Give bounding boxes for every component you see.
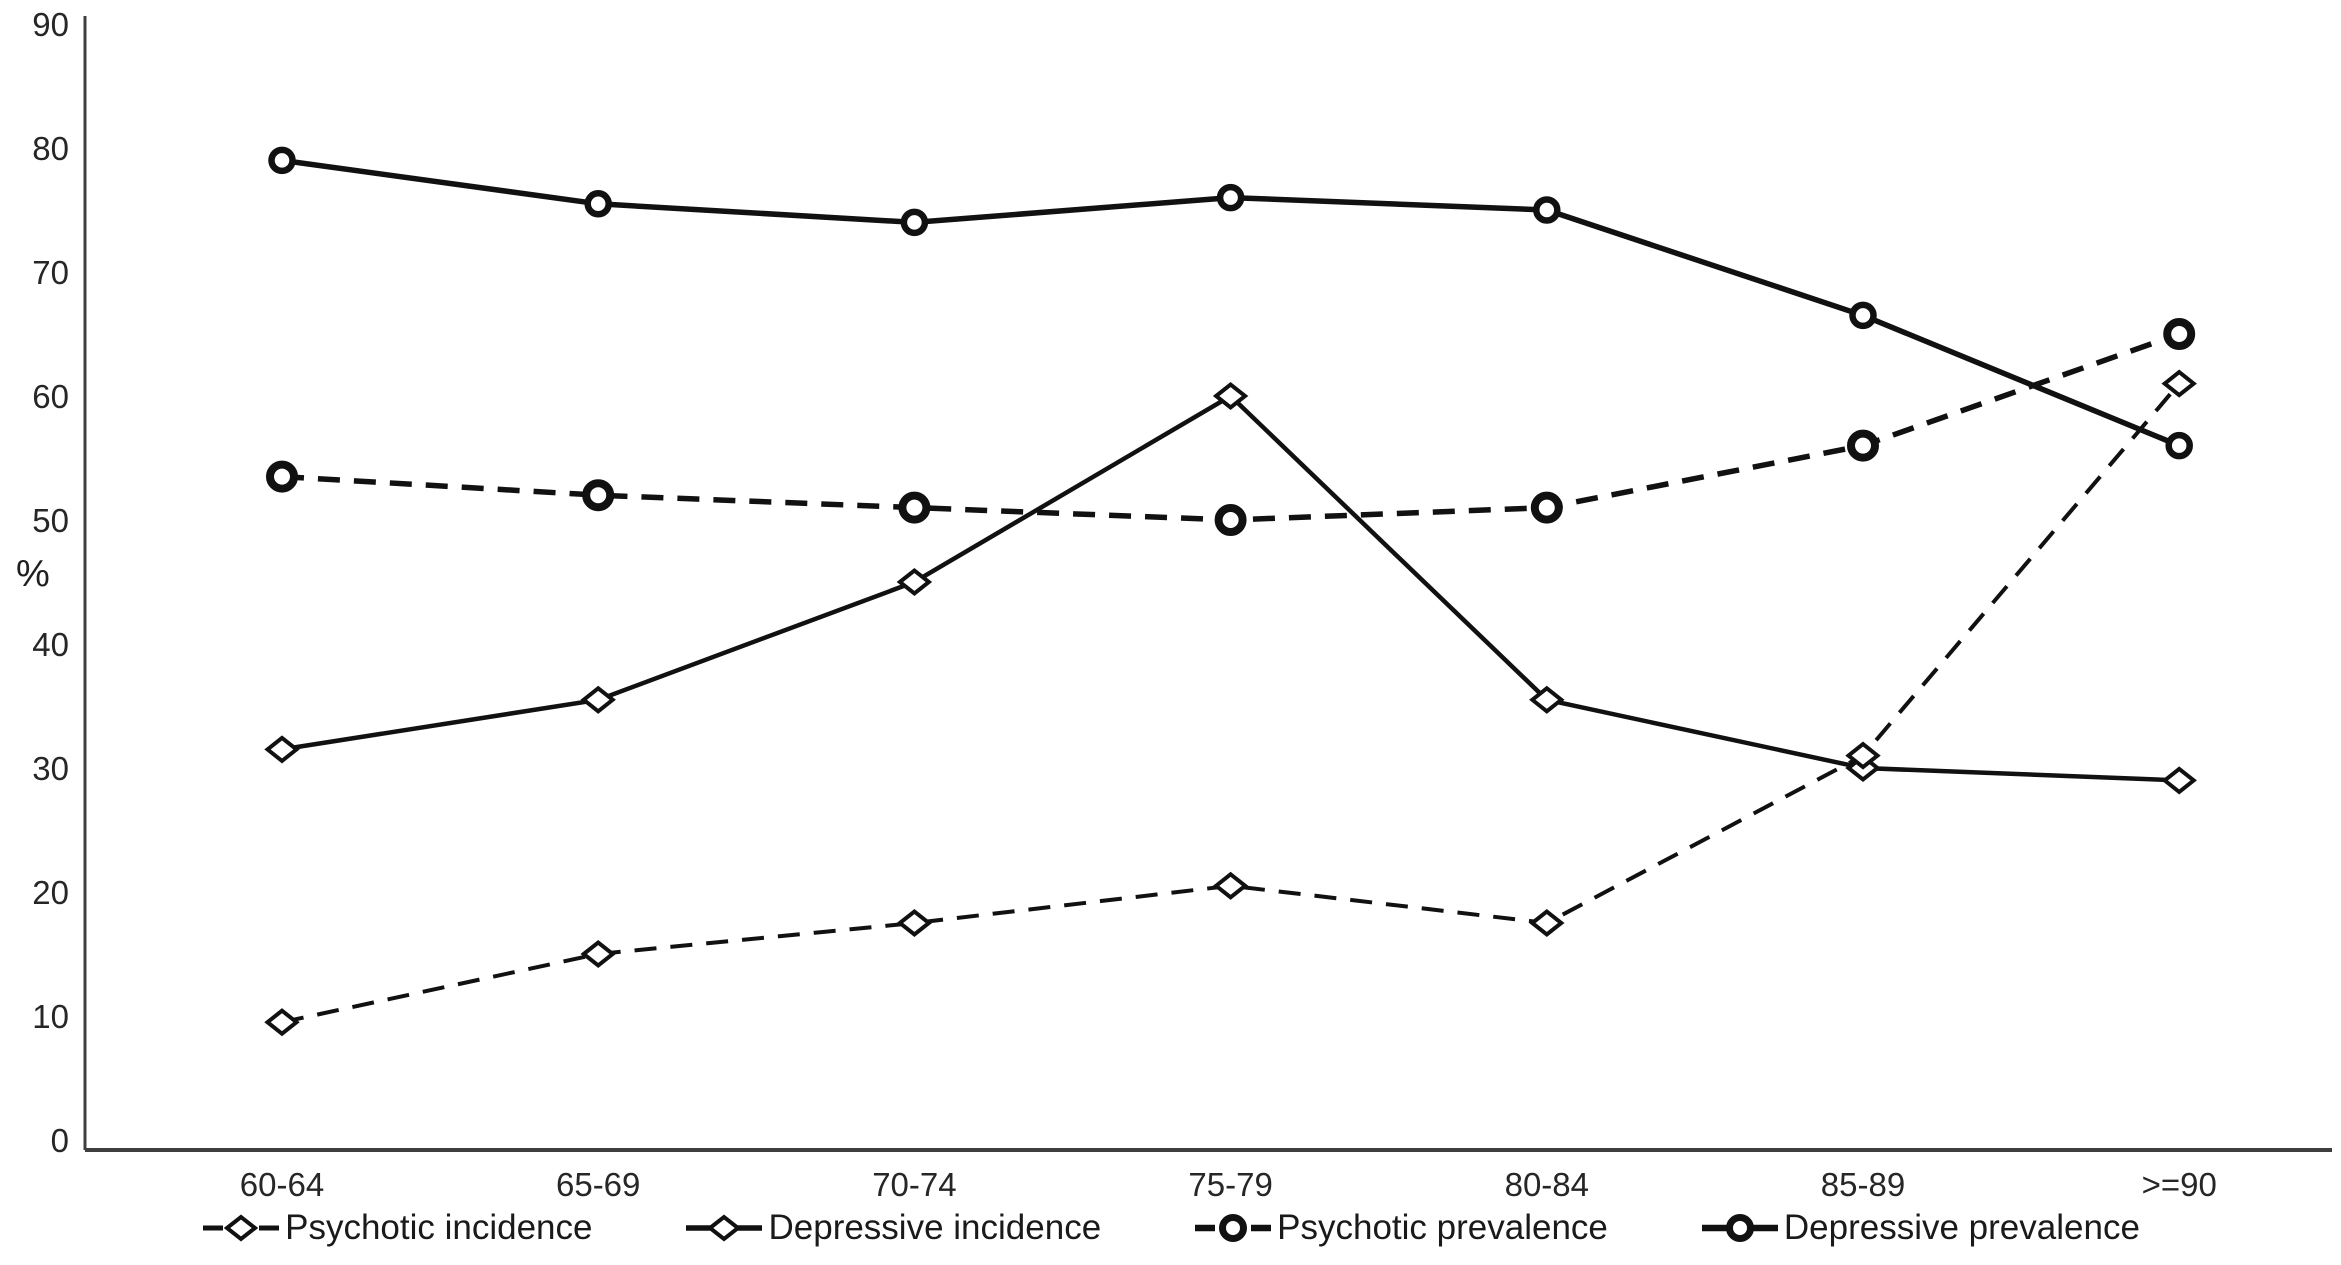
data-point bbox=[268, 146, 296, 175]
legend-item-psychotic-incidence: Psychotic incidence bbox=[201, 1208, 592, 1248]
y-tick-label: 30 bbox=[32, 750, 69, 787]
data-point bbox=[2161, 766, 2197, 795]
data-point bbox=[1845, 741, 1881, 770]
data-point bbox=[1533, 196, 1561, 224]
legend-key-solid-circle-icon bbox=[1701, 1214, 1778, 1242]
legend-label: Psychotic prevalence bbox=[1277, 1208, 1608, 1247]
legend-item-depressive-prevalence: Depressive prevalence bbox=[1700, 1208, 2140, 1248]
y-tick-label: 40 bbox=[32, 626, 69, 663]
legend-item-psychotic-prevalence: Psychotic prevalence bbox=[1193, 1208, 1608, 1248]
data-point bbox=[1847, 429, 1879, 462]
legend-label: Psychotic incidence bbox=[285, 1208, 593, 1247]
data-point bbox=[1529, 685, 1565, 714]
x-tick-label: >=90 bbox=[2142, 1166, 2217, 1203]
data-point bbox=[1530, 491, 1563, 524]
y-tick-label: 60 bbox=[32, 378, 69, 415]
data-point bbox=[896, 567, 933, 597]
data-point bbox=[582, 479, 615, 512]
x-tick-label: 75-79 bbox=[1188, 1166, 1272, 1203]
y-tick-label: 80 bbox=[32, 130, 69, 167]
data-point bbox=[1214, 504, 1247, 536]
data-point bbox=[1529, 908, 1565, 938]
chart-legend: Psychotic incidence Depressive incidence P… bbox=[0, 1198, 2341, 1258]
data-point bbox=[898, 491, 931, 524]
legend-label: Depressive prevalence bbox=[1783, 1208, 2140, 1247]
y-tick-label: 0 bbox=[51, 1122, 69, 1159]
data-point bbox=[264, 735, 300, 764]
data-point bbox=[1212, 871, 1249, 900]
series-psychotic-prevalence bbox=[266, 318, 2196, 536]
legend-item-depressive-incidence: Depressive incidence bbox=[684, 1208, 1101, 1248]
legend-label: Depressive incidence bbox=[768, 1208, 1102, 1247]
data-point bbox=[584, 190, 612, 218]
legend-key-dashed-circle-icon bbox=[1195, 1214, 1272, 1242]
series-depressive-prevalence bbox=[268, 146, 2193, 460]
y-tick-label: 50 bbox=[32, 502, 69, 539]
y-tick-label: 10 bbox=[32, 998, 69, 1035]
data-point bbox=[1212, 381, 1249, 411]
series-psychotic-incidence bbox=[264, 369, 2197, 1037]
x-tick-label: 65-69 bbox=[556, 1166, 640, 1203]
data-point bbox=[580, 939, 616, 969]
data-point bbox=[2161, 369, 2197, 398]
x-tick-label: 60-64 bbox=[240, 1166, 324, 1203]
data-point bbox=[580, 685, 616, 714]
data-point bbox=[1849, 301, 1877, 330]
series-line-psychotic-prevalence bbox=[281, 331, 2181, 523]
data-point bbox=[1216, 183, 1245, 212]
series-depressive-incidence bbox=[264, 381, 2197, 795]
data-point bbox=[264, 1008, 300, 1037]
series-line-depressive-incidence bbox=[281, 393, 2180, 783]
data-point bbox=[266, 460, 298, 493]
data-point bbox=[2163, 318, 2196, 350]
y-tick-label: 20 bbox=[32, 874, 69, 911]
y-tick-label: 70 bbox=[32, 254, 69, 291]
y-tick-label: 90 bbox=[32, 6, 69, 43]
x-tick-label: 85-89 bbox=[1821, 1166, 1905, 1203]
data-point bbox=[900, 208, 929, 237]
legend-key-dashed-diamond-icon bbox=[203, 1214, 280, 1242]
x-tick-label: 70-74 bbox=[872, 1166, 956, 1203]
y-axis-title: % bbox=[16, 553, 50, 595]
data-point bbox=[896, 908, 933, 938]
x-tick-label: 80-84 bbox=[1505, 1166, 1589, 1203]
legend-key-solid-diamond-icon bbox=[686, 1214, 763, 1242]
data-point bbox=[2165, 431, 2193, 460]
